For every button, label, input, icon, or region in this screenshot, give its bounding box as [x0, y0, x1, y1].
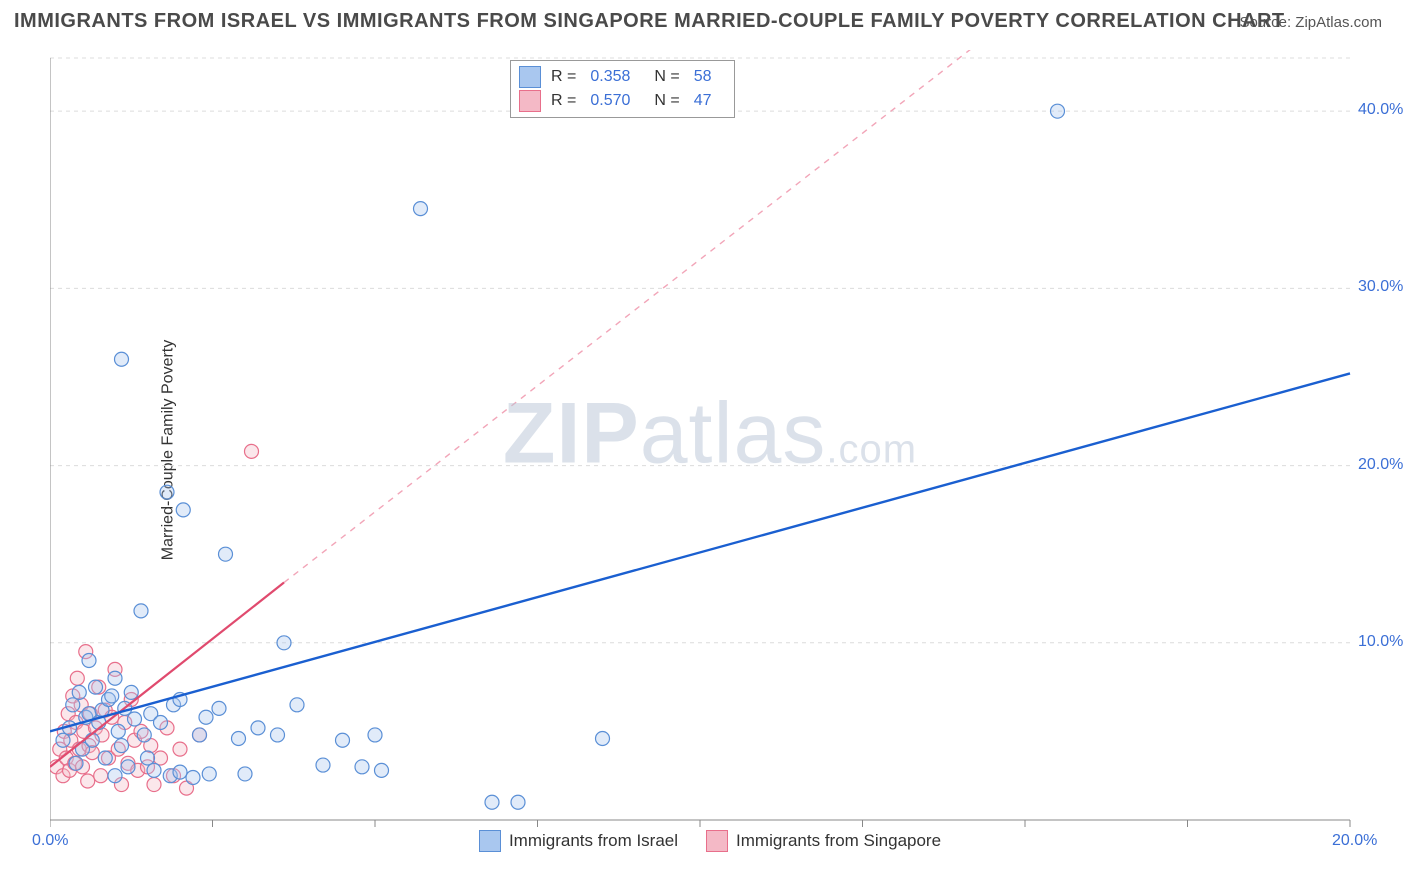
legend-stat-row: R = 0.358 N = 58: [519, 65, 726, 89]
legend-n-label: N =: [654, 89, 679, 113]
chart-area: Married-Couple Family Poverty ZIPatlas.c…: [50, 50, 1370, 850]
legend-r-label: R =: [551, 89, 576, 113]
x-tick-label: 0.0%: [32, 832, 68, 850]
legend-stats: R = 0.358 N = 58 R = 0.570 N = 47: [510, 60, 735, 118]
legend-n-value: 58: [694, 65, 712, 89]
y-tick-label: 30.0%: [1358, 278, 1403, 296]
legend-series-item: Immigrants from Israel: [479, 830, 678, 852]
source-label: Source: ZipAtlas.com: [1239, 14, 1382, 31]
legend-r-value: 0.570: [590, 89, 630, 113]
legend-n-value: 47: [694, 89, 712, 113]
y-tick-label: 40.0%: [1358, 101, 1403, 119]
legend-series-name: Immigrants from Singapore: [736, 831, 941, 851]
y-tick-label: 20.0%: [1358, 456, 1403, 474]
legend-stat-row: R = 0.570 N = 47: [519, 89, 726, 113]
legend-series-name: Immigrants from Israel: [509, 831, 678, 851]
legend-swatch: [519, 66, 541, 88]
legend-series-item: Immigrants from Singapore: [706, 830, 941, 852]
legend-swatch: [519, 90, 541, 112]
legend-swatch: [706, 830, 728, 852]
chart-title: IMMIGRANTS FROM ISRAEL VS IMMIGRANTS FRO…: [14, 10, 1285, 33]
legend-n-label: N =: [654, 65, 679, 89]
legend-series: Immigrants from Israel Immigrants from Si…: [50, 830, 1370, 857]
legend-r-label: R =: [551, 65, 576, 89]
x-tick-label: 20.0%: [1332, 832, 1377, 850]
legend-r-value: 0.358: [590, 65, 630, 89]
legend-swatch: [479, 830, 501, 852]
y-tick-label: 10.0%: [1358, 633, 1403, 651]
scatter-chart: [50, 50, 1370, 850]
